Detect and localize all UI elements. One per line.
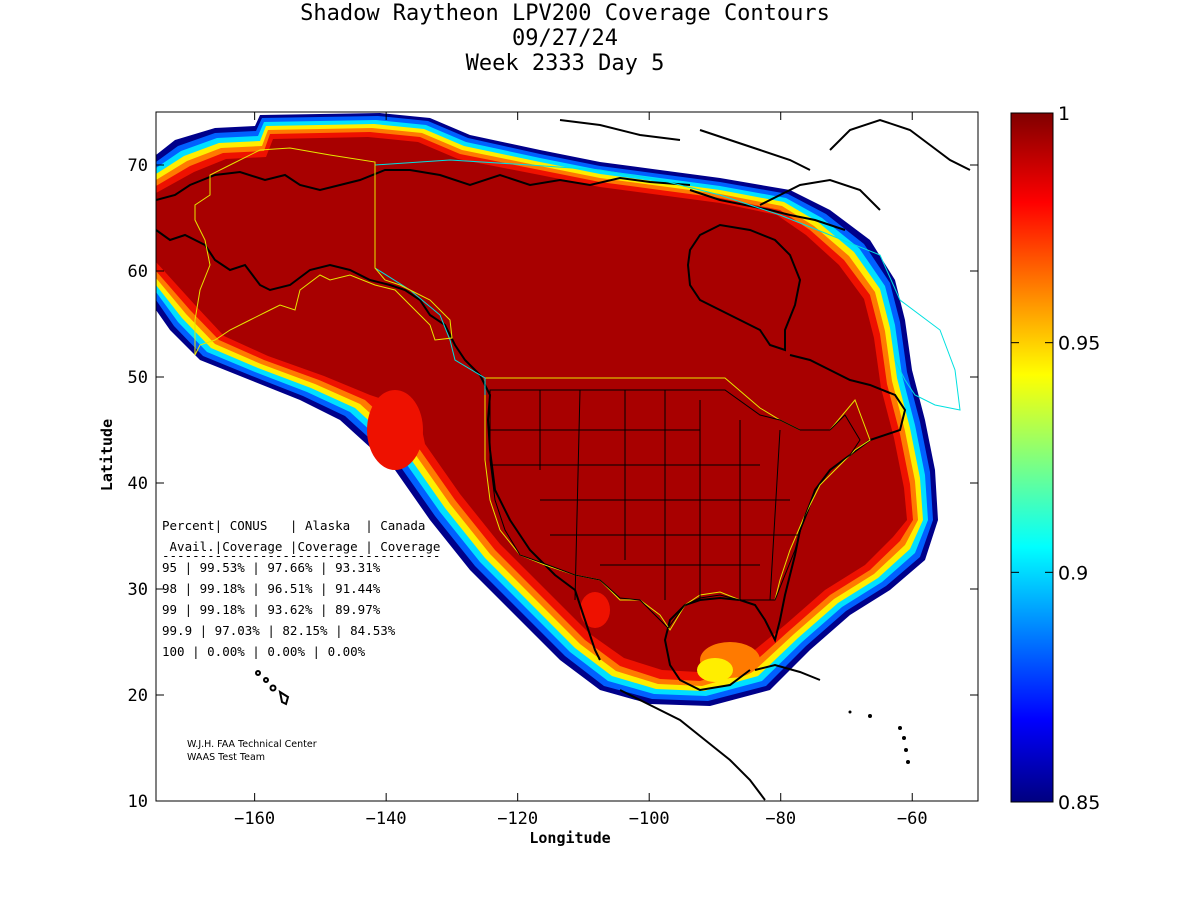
hawaii-islands xyxy=(255,670,290,706)
conus-states xyxy=(489,389,861,629)
chart-week: Week 2333 Day 5 xyxy=(465,51,665,76)
coverage-layer xyxy=(156,113,938,706)
colorbar xyxy=(1010,112,1054,803)
credit-line2: WAAS Test Team xyxy=(187,752,265,763)
y-axis-label: Latitude xyxy=(98,419,116,491)
y-tick-label: 20 xyxy=(128,686,148,706)
chart-date: 09/27/24 xyxy=(512,26,618,51)
colorbar-tick-label: 1 xyxy=(1058,103,1070,125)
credit-line1: W.J.H. FAA Technical Center xyxy=(187,739,317,750)
x-tick-label: −140 xyxy=(366,809,407,829)
table-row: 98 | 99.18% | 96.51% | 91.44% xyxy=(162,581,381,596)
x-tick-label: −160 xyxy=(234,809,275,829)
coverage-dip-pacific xyxy=(367,390,423,470)
table-row: 95 | 99.53% | 97.66% | 93.31% xyxy=(162,560,381,575)
y-tick-label: 30 xyxy=(128,580,148,600)
colorbar-ticks: 1 0.95 0.9 0.85 xyxy=(1011,103,1100,814)
x-tick-label: −100 xyxy=(629,809,670,829)
coverage-band-100 xyxy=(156,137,907,672)
table-row: 99.9 | 97.03% | 82.15% | 84.53% xyxy=(162,623,396,638)
table-row: 99 | 99.18% | 93.62% | 89.97% xyxy=(162,602,381,617)
x-axis-ticks: −160 −140 −120 −100 −80 −60 xyxy=(234,112,928,829)
y-tick-label: 10 xyxy=(128,792,148,812)
y-axis-ticks: 10 20 30 40 50 60 70 xyxy=(128,156,978,812)
table-row: 100 | 0.00% | 0.00% | 0.00% xyxy=(162,644,366,659)
colorbar-tick-label: 0.85 xyxy=(1058,792,1100,814)
coastlines xyxy=(156,118,971,801)
y-tick-label: 50 xyxy=(128,368,148,388)
coverage-dip-yucatan xyxy=(697,658,733,682)
table-rule: ------------------------------------- xyxy=(162,548,440,563)
table-header-row2: Avail.|Coverage |Coverage | Coverage xyxy=(162,539,440,554)
y-tick-label: 40 xyxy=(128,474,148,494)
x-tick-label: −80 xyxy=(765,809,796,829)
colorbar-tick-label: 0.95 xyxy=(1058,333,1100,355)
y-tick-label: 70 xyxy=(128,156,148,176)
chart-title: Shadow Raytheon LPV200 Coverage Contours xyxy=(300,1,830,26)
coverage-table: Percent| CONUS | Alaska | Canada Avail.|… xyxy=(162,518,440,659)
colorbar-tick-label: 0.9 xyxy=(1058,562,1088,584)
y-tick-label: 60 xyxy=(128,262,148,282)
table-header-row1: Percent| CONUS | Alaska | Canada xyxy=(162,518,425,533)
x-axis-label: Longitude xyxy=(529,829,610,847)
caribbean-islands xyxy=(848,710,910,764)
plot-frame xyxy=(155,111,979,802)
x-tick-label: −60 xyxy=(897,809,928,829)
coverage-dip-mexico xyxy=(580,592,610,628)
x-tick-label: −120 xyxy=(497,809,538,829)
